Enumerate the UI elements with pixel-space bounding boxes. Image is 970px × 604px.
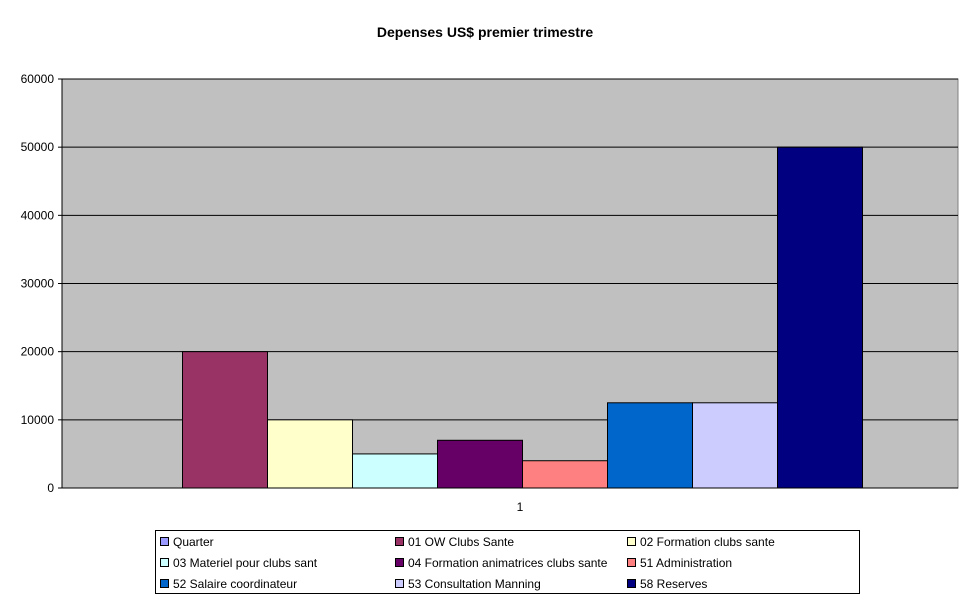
- legend-label: 52 Salaire coordinateur: [173, 576, 298, 591]
- y-tick-label: 30000: [21, 277, 55, 291]
- legend-label: 02 Formation clubs sante: [640, 534, 775, 549]
- legend-label: 51 Administration: [640, 555, 733, 570]
- bar-01-ow-clubs-sante: [182, 351, 268, 489]
- bar-02-formation-clubs-sante: [267, 419, 353, 489]
- bar-04-formation-animatrices-clubs-sante: [437, 439, 523, 489]
- legend-item: 03 Materiel pour clubs sant: [160, 552, 317, 573]
- legend-swatch: [395, 558, 404, 567]
- legend-swatch: [395, 579, 404, 588]
- legend-label: Quarter: [173, 534, 214, 549]
- axes: 0 10000 20000 30000 40000 50000 60000 1: [21, 72, 958, 514]
- bar-52-salaire-coordinateur: [607, 402, 693, 489]
- bar-51-administration: [522, 460, 608, 489]
- legend-label: 53 Consultation Manning: [408, 576, 541, 591]
- legend-item: 52 Salaire coordinateur: [160, 573, 297, 594]
- bar-58-reserves: [777, 146, 863, 489]
- legend-swatch: [627, 558, 636, 567]
- legend-swatch: [160, 558, 169, 567]
- bar-53-consultation-manning: [692, 402, 778, 489]
- legend-item: 51 Administration: [627, 552, 732, 573]
- bars: [182, 146, 863, 489]
- legend-item: 02 Formation clubs sante: [627, 531, 775, 552]
- y-tick-label: 0: [47, 481, 54, 495]
- legend-swatch: [160, 537, 169, 546]
- legend-label: 58 Reserves: [640, 576, 708, 591]
- legend-swatch: [627, 537, 636, 546]
- legend-item: Quarter: [160, 531, 214, 552]
- legend-item: 01 OW Clubs Sante: [395, 531, 514, 552]
- y-tick-label: 60000: [21, 72, 55, 86]
- y-tick-label: 50000: [21, 140, 55, 154]
- legend-item: 04 Formation animatrices clubs sante: [395, 552, 607, 573]
- x-category-label: 1: [517, 500, 524, 514]
- chart-title: Depenses US$ premier trimestre: [377, 24, 594, 40]
- legend: Quarter 01 OW Clubs Sante 02 Formation clu…: [155, 530, 860, 594]
- legend-label: 01 OW Clubs Sante: [408, 534, 515, 549]
- legend-swatch: [395, 537, 404, 546]
- legend-label: 03 Materiel pour clubs sant: [173, 555, 318, 570]
- legend-item: 58 Reserves: [627, 573, 707, 594]
- legend-swatch: [160, 579, 169, 588]
- y-tick-label: 10000: [21, 413, 55, 427]
- y-tick-label: 20000: [21, 345, 55, 359]
- legend-swatch: [627, 579, 636, 588]
- legend-label: 04 Formation animatrices clubs sante: [408, 555, 608, 570]
- y-tick-label: 40000: [21, 208, 55, 222]
- bar-03-materiel-pour-clubs-sant: [352, 453, 438, 489]
- legend-item: 53 Consultation Manning: [395, 573, 541, 594]
